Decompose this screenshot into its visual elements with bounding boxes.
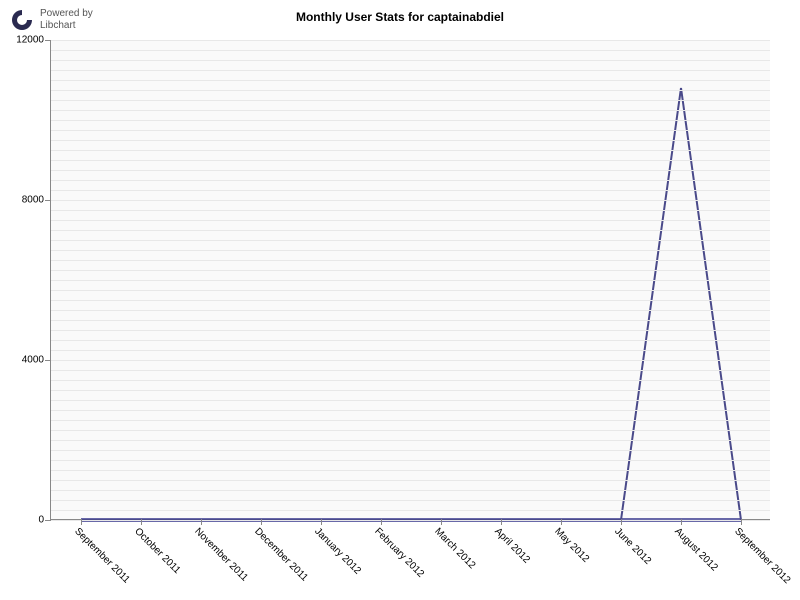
gridline — [51, 490, 770, 491]
gridline — [51, 390, 770, 391]
gridline — [51, 180, 770, 181]
chart-container: 04000800012000September 2011October 2011… — [50, 40, 770, 520]
gridline — [51, 360, 770, 361]
gridline — [51, 380, 770, 381]
gridline — [51, 280, 770, 281]
gridline — [51, 70, 770, 71]
y-tick — [45, 40, 51, 41]
x-axis-label: September 2011 — [72, 526, 132, 586]
gridline — [51, 330, 770, 331]
x-axis-label: February 2012 — [372, 526, 426, 580]
gridline — [51, 370, 770, 371]
gridline — [51, 320, 770, 321]
gridline — [51, 130, 770, 131]
x-tick — [621, 519, 622, 525]
gridline — [51, 240, 770, 241]
x-axis-label: November 2011 — [192, 526, 250, 584]
gridline — [51, 200, 770, 201]
x-tick — [81, 519, 82, 525]
gridline — [51, 90, 770, 91]
gridline — [51, 340, 770, 341]
gridline — [51, 50, 770, 51]
x-axis-label: May 2012 — [552, 526, 591, 565]
gridline — [51, 480, 770, 481]
y-tick — [45, 520, 51, 521]
y-tick — [45, 360, 51, 361]
x-tick — [261, 519, 262, 525]
x-tick — [321, 519, 322, 525]
gridline — [51, 520, 770, 521]
gridline — [51, 500, 770, 501]
x-axis-label: October 2011 — [132, 526, 182, 576]
gridline — [51, 460, 770, 461]
x-tick — [201, 519, 202, 525]
x-axis-label: September 2012 — [732, 526, 792, 586]
y-tick — [45, 200, 51, 201]
gridline — [51, 350, 770, 351]
gridline — [51, 110, 770, 111]
x-axis-label: April 2012 — [492, 526, 532, 566]
gridline — [51, 60, 770, 61]
gridline — [51, 170, 770, 171]
x-tick — [381, 519, 382, 525]
y-axis-label: 12000 — [16, 35, 44, 46]
gridline — [51, 250, 770, 251]
gridline — [51, 430, 770, 431]
y-axis-label: 4000 — [22, 355, 44, 366]
x-axis-label: June 2012 — [612, 526, 653, 567]
gridline — [51, 510, 770, 511]
x-tick — [141, 519, 142, 525]
gridline — [51, 150, 770, 151]
gridline — [51, 160, 770, 161]
gridline — [51, 120, 770, 121]
gridline — [51, 400, 770, 401]
x-axis-label: January 2012 — [312, 526, 363, 577]
gridline — [51, 230, 770, 231]
gridline — [51, 440, 770, 441]
x-tick — [501, 519, 502, 525]
gridline — [51, 80, 770, 81]
gridline — [51, 190, 770, 191]
gridline — [51, 470, 770, 471]
x-tick — [441, 519, 442, 525]
gridline — [51, 210, 770, 211]
gridline — [51, 220, 770, 221]
x-axis-label: August 2012 — [672, 526, 719, 573]
y-axis-label: 8000 — [22, 195, 44, 206]
gridline — [51, 100, 770, 101]
gridline — [51, 420, 770, 421]
gridline — [51, 270, 770, 271]
chart-title: Monthly User Stats for captainabdiel — [0, 10, 800, 24]
x-axis-label: March 2012 — [432, 526, 477, 571]
x-tick — [681, 519, 682, 525]
gridline — [51, 450, 770, 451]
gridline — [51, 410, 770, 411]
gridline — [51, 290, 770, 291]
gridline — [51, 300, 770, 301]
y-axis-label: 0 — [38, 515, 44, 526]
gridline — [51, 310, 770, 311]
gridline — [51, 260, 770, 261]
data-line — [81, 88, 741, 520]
x-axis-label: December 2011 — [252, 526, 310, 584]
gridline — [51, 140, 770, 141]
gridline — [51, 40, 770, 41]
x-tick — [561, 519, 562, 525]
plot-area — [50, 40, 770, 520]
x-tick — [741, 519, 742, 525]
